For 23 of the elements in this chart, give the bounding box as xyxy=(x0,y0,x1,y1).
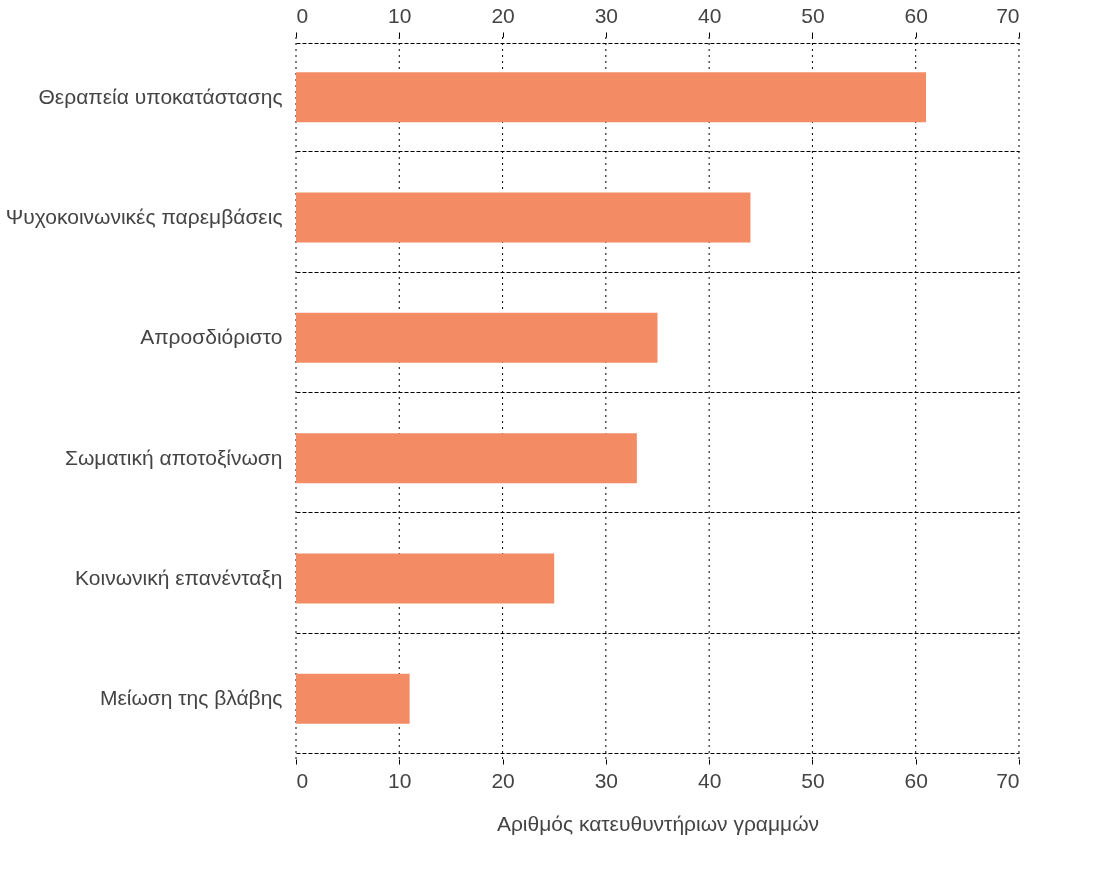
x2-tick-label: 60 xyxy=(904,768,928,792)
x-tick-label: 20 xyxy=(491,3,515,27)
y-tick-label: Θεραπεία υποκατάστασης xyxy=(38,84,283,108)
x2-tick-label: 70 xyxy=(996,768,1020,792)
x2-tick-label: 50 xyxy=(801,768,825,792)
y-tick-label: Μείωση της βλάβης xyxy=(99,686,283,710)
y-tick-label: Απροσδιόριστο xyxy=(140,325,283,349)
x-tick-label: 60 xyxy=(904,3,928,27)
x2-tick-label: 10 xyxy=(388,768,412,792)
x-tick-label: 30 xyxy=(594,3,619,27)
x-tick-label: 10 xyxy=(388,3,412,27)
x2-tick-label: 30 xyxy=(594,768,619,792)
y-tick-label: Κοινωνική επανένταξη xyxy=(75,566,283,589)
x-axis-title: Αριθμός κατευθυντήριων γραμμών xyxy=(496,811,820,835)
x2-tick-label: 40 xyxy=(697,768,722,792)
y-tick-label: Ψυχοκοινωνικές παρεμβάσεις xyxy=(5,205,283,228)
x-tick-label: 0 xyxy=(296,3,309,27)
x2-tick-label: 20 xyxy=(491,768,515,792)
x2-tick-label: 0 xyxy=(296,768,309,792)
x-tick-label: 40 xyxy=(697,3,722,27)
x-tick-label: 70 xyxy=(996,3,1020,27)
y-tick-label: Σωματική αποτοξίνωση xyxy=(64,445,283,469)
x-tick-label: 50 xyxy=(801,3,825,27)
